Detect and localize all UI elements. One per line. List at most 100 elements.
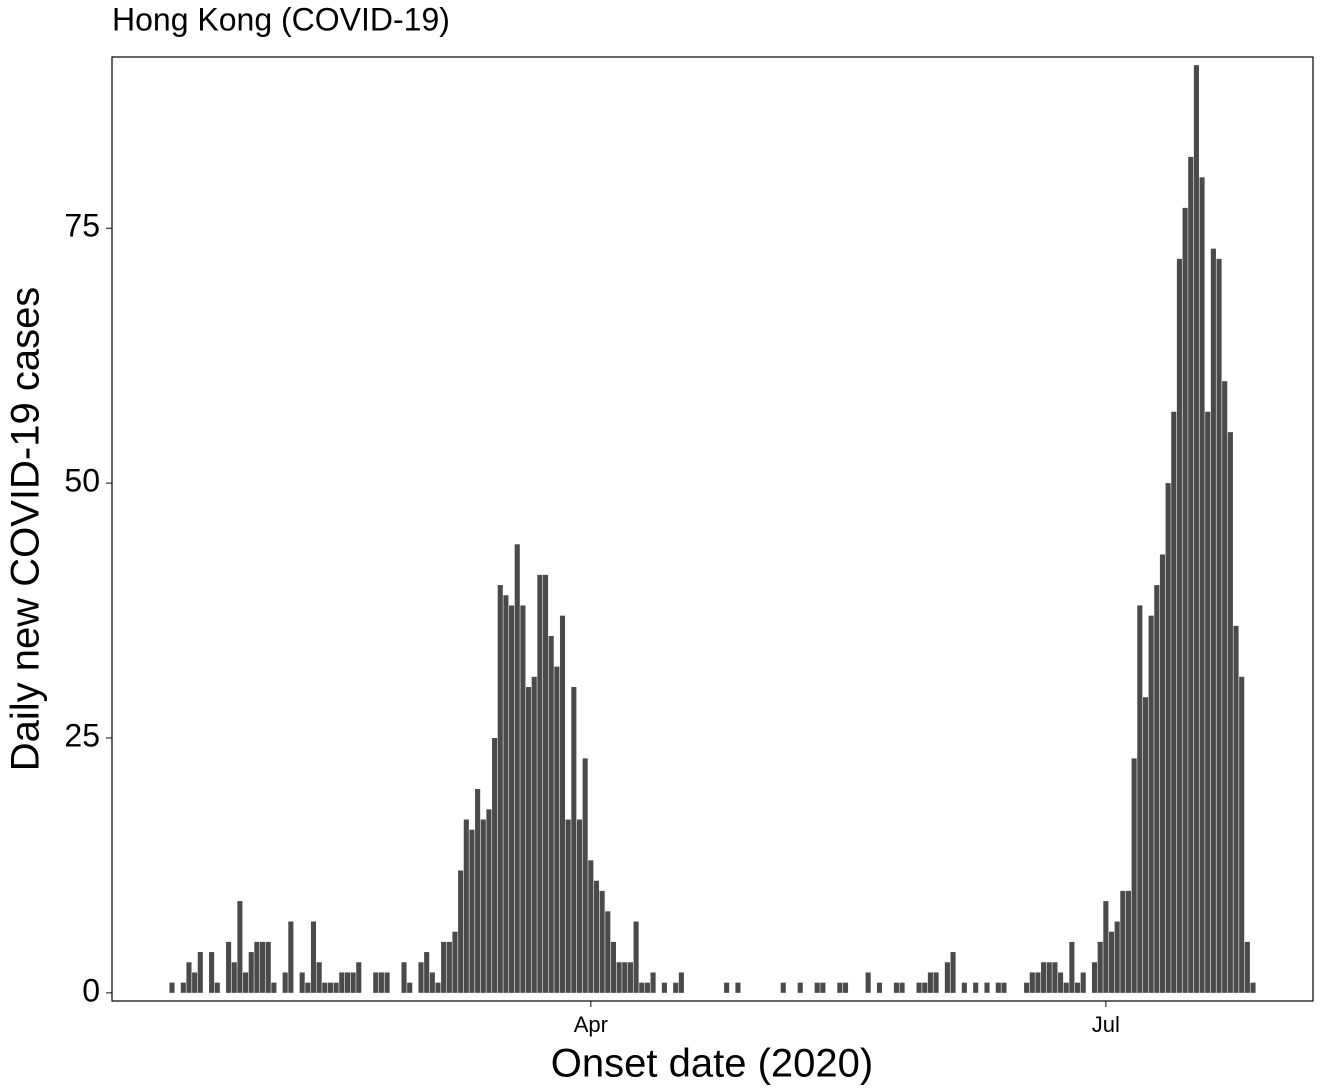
bar xyxy=(780,982,786,993)
bar xyxy=(944,962,950,993)
y-tick-label: 0 xyxy=(82,972,100,1008)
bar xyxy=(1165,483,1171,993)
bar xyxy=(605,911,611,993)
bar xyxy=(1233,625,1239,993)
bar xyxy=(865,972,871,993)
bar xyxy=(197,952,203,993)
bar xyxy=(537,574,543,993)
bar xyxy=(797,982,803,993)
bar xyxy=(814,982,820,993)
bar xyxy=(378,972,384,993)
bar xyxy=(1176,258,1182,993)
bar xyxy=(526,687,532,993)
bar xyxy=(1041,962,1047,993)
bar xyxy=(973,982,979,993)
bar xyxy=(1125,890,1132,993)
bar xyxy=(627,962,633,993)
bar xyxy=(1120,890,1126,993)
bar xyxy=(520,605,526,993)
bar xyxy=(616,962,622,993)
bar xyxy=(344,972,350,993)
bar xyxy=(424,952,430,993)
bar xyxy=(837,982,843,993)
bar xyxy=(463,819,469,993)
bar xyxy=(950,952,956,993)
bar xyxy=(373,972,379,993)
bar xyxy=(282,972,288,993)
bar xyxy=(435,982,441,993)
bar xyxy=(243,972,249,993)
bar xyxy=(1222,381,1228,993)
bar xyxy=(305,982,311,993)
bar xyxy=(542,574,549,993)
bar xyxy=(446,941,452,993)
bar xyxy=(1239,676,1245,993)
bar xyxy=(893,982,899,993)
bar xyxy=(429,972,435,993)
bar xyxy=(316,962,322,993)
bar xyxy=(842,982,849,993)
bar xyxy=(1227,432,1233,993)
bar xyxy=(678,972,684,993)
bar xyxy=(333,982,339,993)
bar xyxy=(1188,156,1194,993)
bar xyxy=(441,941,447,993)
y-axis-label: Daily new COVID-19 cases xyxy=(4,287,48,772)
bar xyxy=(639,982,645,993)
bar xyxy=(559,615,566,993)
bar xyxy=(401,962,407,993)
bar xyxy=(1148,615,1154,993)
bar xyxy=(916,982,922,993)
bar xyxy=(186,962,192,993)
bar xyxy=(610,941,617,993)
bar xyxy=(384,972,390,993)
bar xyxy=(1091,962,1098,993)
bar xyxy=(310,921,317,993)
bar xyxy=(644,982,650,993)
bar xyxy=(1103,901,1109,993)
bar xyxy=(650,972,656,993)
bar xyxy=(984,982,990,993)
bar xyxy=(327,982,334,993)
bar xyxy=(458,870,464,993)
bar xyxy=(1024,982,1030,993)
bar xyxy=(1035,972,1041,993)
bar xyxy=(492,737,498,993)
bar xyxy=(1080,972,1086,993)
y-tick-label: 25 xyxy=(64,717,100,753)
bar xyxy=(599,890,605,993)
bar xyxy=(1052,962,1058,993)
x-tick-label: Jul xyxy=(1092,1012,1120,1037)
bar xyxy=(260,941,266,993)
bar xyxy=(1159,554,1165,993)
bar xyxy=(469,829,475,993)
bar xyxy=(1205,411,1211,993)
bar xyxy=(995,982,1001,993)
bar xyxy=(1075,982,1081,993)
bar xyxy=(1001,982,1007,993)
bar xyxy=(876,982,883,993)
bar xyxy=(1108,931,1115,993)
bar xyxy=(1244,941,1250,993)
bar xyxy=(514,544,520,993)
bar xyxy=(565,819,571,993)
bar xyxy=(452,931,458,993)
bar xyxy=(899,982,905,993)
bar xyxy=(1199,177,1205,993)
bar xyxy=(497,585,503,993)
bar xyxy=(673,982,679,993)
bar xyxy=(254,941,260,993)
bar xyxy=(265,941,271,993)
bar xyxy=(214,982,220,993)
bar xyxy=(735,982,741,993)
bar xyxy=(922,982,928,993)
bar xyxy=(1069,941,1075,993)
bar xyxy=(180,982,186,993)
bar xyxy=(548,636,554,993)
bar xyxy=(1142,697,1149,993)
bar xyxy=(1154,585,1160,993)
bar xyxy=(961,982,967,993)
bar xyxy=(820,982,826,993)
bar xyxy=(339,972,345,993)
